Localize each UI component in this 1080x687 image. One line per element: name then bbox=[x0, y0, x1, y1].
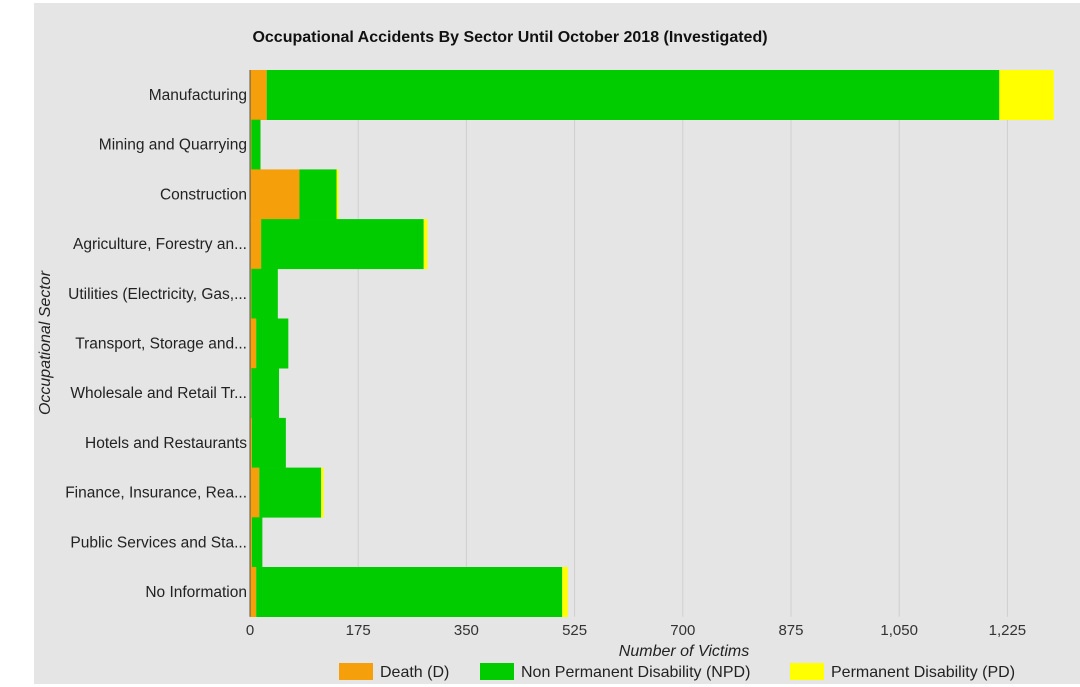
category-label: Construction bbox=[160, 186, 247, 203]
category-label: Wholesale and Retail Tr... bbox=[70, 385, 247, 402]
bar-segment bbox=[250, 417, 252, 468]
legend-label: Non Permanent Disability (NPD) bbox=[521, 664, 750, 681]
x-axis-title: Number of Victims bbox=[619, 643, 749, 660]
bar-segment bbox=[250, 467, 260, 518]
category-label: Mining and Quarrying bbox=[99, 137, 247, 154]
bar-segment bbox=[256, 318, 289, 369]
bar-segment bbox=[251, 517, 263, 568]
chart-title: Occupational Accidents By Sector Until O… bbox=[252, 29, 767, 46]
bar-segment bbox=[999, 70, 1054, 120]
bar-segment bbox=[423, 219, 428, 270]
legend-swatch bbox=[480, 663, 514, 680]
bar-segment bbox=[321, 467, 324, 518]
y-axis-title: Occupational Sector bbox=[37, 270, 54, 415]
legend-label: Death (D) bbox=[380, 664, 449, 681]
legend-swatch bbox=[790, 663, 824, 680]
category-label: Hotels and Restaurants bbox=[85, 435, 247, 452]
bar-segment bbox=[250, 70, 267, 120]
category-label: Agriculture, Forestry an... bbox=[73, 236, 247, 253]
legend-label: Permanent Disability (PD) bbox=[831, 664, 1015, 681]
x-tick-label: 175 bbox=[346, 622, 371, 639]
x-tick-label: 1,050 bbox=[880, 622, 918, 639]
x-tick-label: 700 bbox=[670, 622, 695, 639]
bar-segment bbox=[250, 169, 300, 220]
bar-segment bbox=[259, 467, 322, 518]
x-tick-label: 350 bbox=[454, 622, 479, 639]
bar-segment bbox=[266, 70, 1000, 120]
bar-segment bbox=[251, 119, 261, 170]
x-tick-label: 875 bbox=[778, 622, 803, 639]
chart-panel: Occupational Accidents By Sector Until O… bbox=[34, 3, 1080, 684]
bar-segment bbox=[261, 219, 424, 270]
category-label: Transport, Storage and... bbox=[75, 336, 247, 353]
bar-segment bbox=[250, 567, 257, 617]
bar-segment bbox=[250, 517, 252, 568]
bar-segment bbox=[251, 417, 286, 468]
category-label: Manufacturing bbox=[149, 87, 247, 104]
category-label: Finance, Insurance, Rea... bbox=[65, 485, 247, 502]
bar-segment bbox=[250, 318, 257, 369]
bar-segment bbox=[250, 268, 252, 319]
bar-segment bbox=[251, 268, 278, 319]
legend: Death (D) Non Permanent Disability (NPD) P… bbox=[339, 663, 1015, 681]
bar-segment bbox=[299, 169, 337, 220]
x-axis-ticks: 0 175 350 525 700 875 1,050 1,225 bbox=[246, 622, 1026, 639]
y-axis-labels: Manufacturing Mining and Quarrying Constru… bbox=[65, 87, 247, 601]
bar-segment bbox=[562, 567, 568, 617]
x-tick-label: 1,225 bbox=[989, 622, 1027, 639]
category-label: Public Services and Sta... bbox=[70, 534, 247, 551]
bar-segment bbox=[256, 567, 563, 617]
stacked-bar-chart: Occupational Accidents By Sector Until O… bbox=[37, 29, 1054, 681]
bar-segment bbox=[250, 119, 252, 170]
bars-layer bbox=[250, 70, 1054, 617]
grid-layer bbox=[357, 70, 1008, 617]
category-label: Utilities (Electricity, Gas,... bbox=[68, 286, 247, 303]
x-tick-label: 525 bbox=[562, 622, 587, 639]
bar-segment bbox=[336, 169, 339, 220]
x-tick-label: 0 bbox=[246, 622, 254, 639]
legend-swatch bbox=[339, 663, 373, 680]
bar-segment bbox=[250, 368, 252, 419]
bar-segment bbox=[250, 219, 262, 270]
bar-segment bbox=[251, 368, 280, 419]
category-label: No Information bbox=[145, 584, 247, 601]
